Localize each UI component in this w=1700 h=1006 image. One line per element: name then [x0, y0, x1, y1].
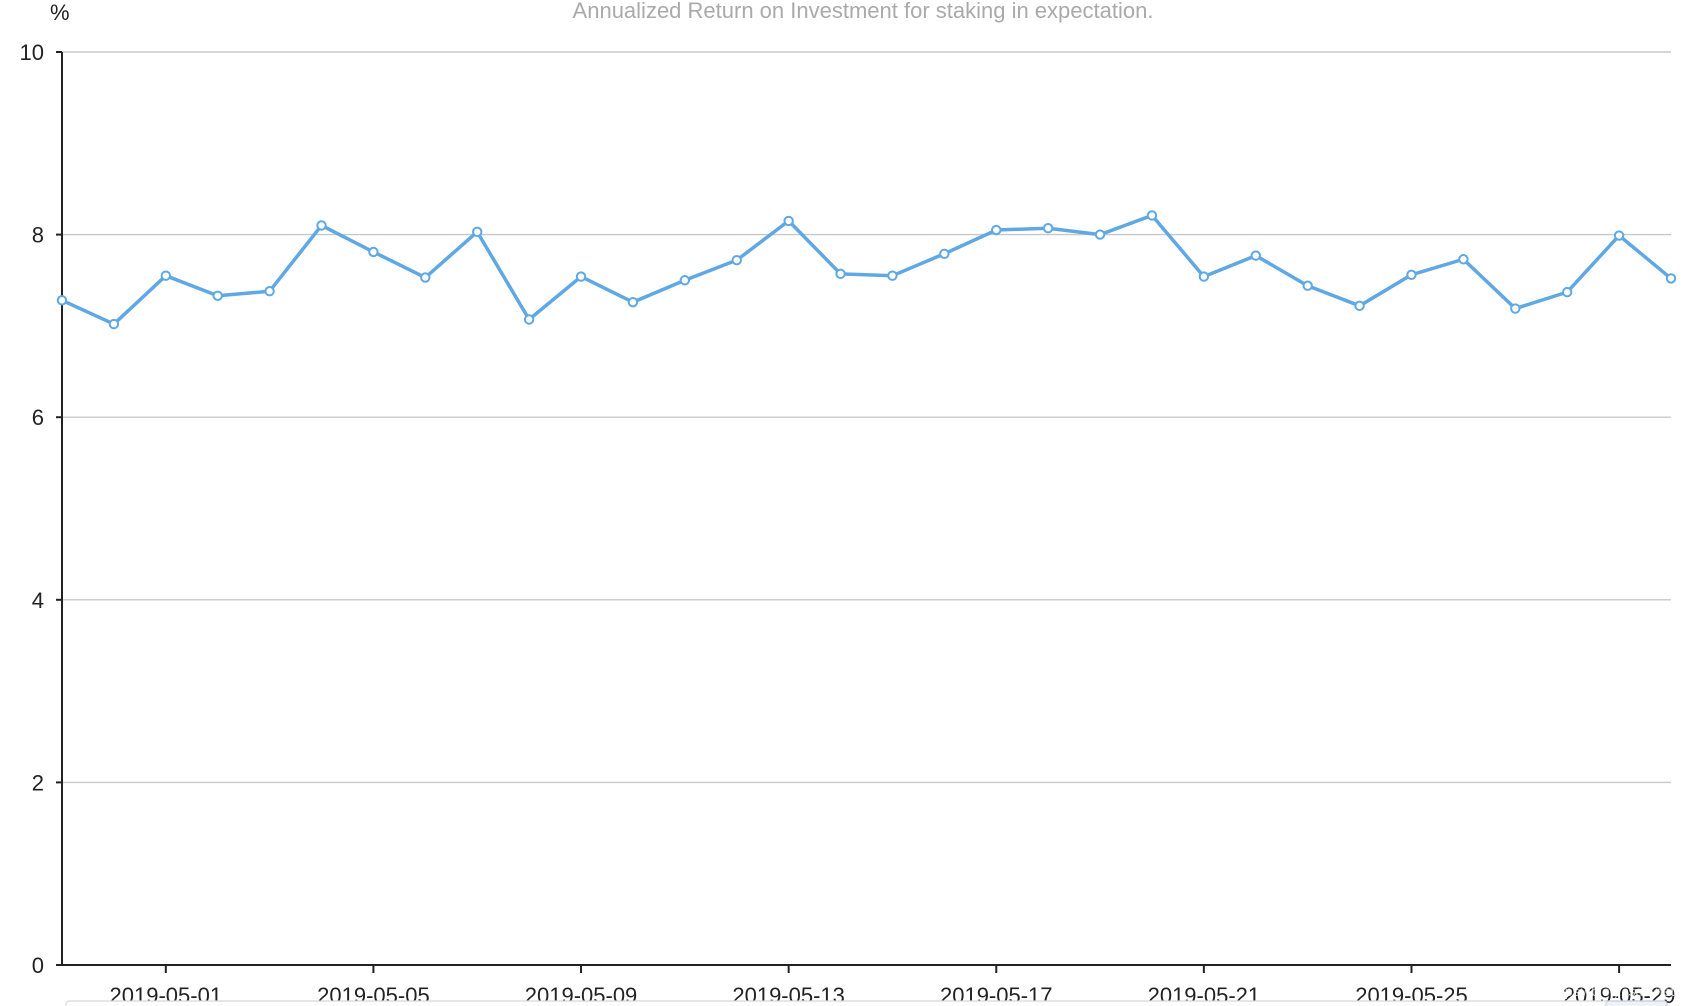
x-tick-label: 2019-05-25: [1355, 983, 1468, 1006]
data-point[interactable]: [731, 254, 742, 266]
data-point[interactable]: [160, 270, 172, 281]
data-point[interactable]: [264, 286, 275, 297]
data-point[interactable]: [1302, 280, 1313, 291]
data-point[interactable]: [575, 271, 587, 282]
data-point[interactable]: [316, 220, 327, 231]
data-point[interactable]: [627, 296, 639, 308]
axes: [61, 52, 1671, 966]
data-point[interactable]: [420, 272, 431, 283]
data-zoom-scrollbar[interactable]: [65, 1000, 1668, 1006]
x-tick-label: 2019-05-13: [732, 983, 845, 1006]
data-point[interactable]: [939, 248, 950, 259]
data-point[interactable]: [1354, 300, 1365, 312]
data-point[interactable]: [1198, 271, 1210, 282]
data-point[interactable]: [1458, 254, 1469, 265]
data-point[interactable]: [1042, 223, 1054, 234]
x-tick-label: 2019-05-05: [317, 983, 430, 1006]
data-point[interactable]: [1510, 303, 1521, 314]
data-point[interactable]: [1094, 229, 1106, 240]
x-tick-label: 2019-05-17: [940, 983, 1053, 1006]
data-point[interactable]: [1406, 269, 1417, 280]
data-point[interactable]: [56, 295, 68, 306]
data-point[interactable]: [523, 314, 535, 325]
data-point[interactable]: [368, 246, 379, 258]
gridlines: [62, 51, 1671, 784]
data-point[interactable]: [472, 226, 483, 238]
x-tick-label: 2019-05-01: [110, 983, 223, 1006]
data-zoom-handle[interactable]: [1605, 1000, 1668, 1006]
data-point[interactable]: [1665, 273, 1677, 284]
y-tick-label: 6: [32, 405, 44, 430]
data-point[interactable]: [108, 318, 120, 330]
x-tick-label: 2019-05-29: [1563, 983, 1676, 1006]
data-point[interactable]: [887, 270, 898, 281]
y-tick-label: 10: [20, 40, 44, 65]
data-point[interactable]: [679, 275, 691, 286]
x-axis-ticks: 2019-05-01 2019-05-05 2019-05-09 2019-05-13…: [110, 965, 1676, 1006]
data-point[interactable]: [783, 215, 794, 227]
y-tick-label: 8: [32, 223, 44, 248]
data-point[interactable]: [1146, 210, 1158, 221]
series-line: [61, 213, 1673, 326]
y-tick-label: 4: [32, 588, 44, 613]
data-point[interactable]: [1250, 250, 1261, 261]
chart-title: Annualized Return on Investment for stak…: [573, 0, 1154, 23]
data-point[interactable]: [835, 268, 846, 280]
data-point[interactable]: [991, 224, 1002, 236]
y-axis-unit-label: %: [50, 0, 70, 25]
y-tick-label: 0: [32, 953, 44, 978]
x-tick-label: 2019-05-09: [525, 983, 638, 1006]
data-point[interactable]: [1613, 230, 1625, 241]
x-tick-label: 2019-05-21: [1148, 983, 1261, 1006]
watermark: https://blog.csdn.net/...: [1549, 983, 1690, 999]
y-axis-ticks: 0 2 4 6 8 10: [20, 40, 62, 978]
y-tick-label: 2: [32, 770, 44, 795]
data-points: [56, 210, 1677, 330]
series-layer: [61, 213, 1673, 326]
data-point[interactable]: [212, 290, 223, 301]
data-point[interactable]: [1561, 286, 1573, 298]
